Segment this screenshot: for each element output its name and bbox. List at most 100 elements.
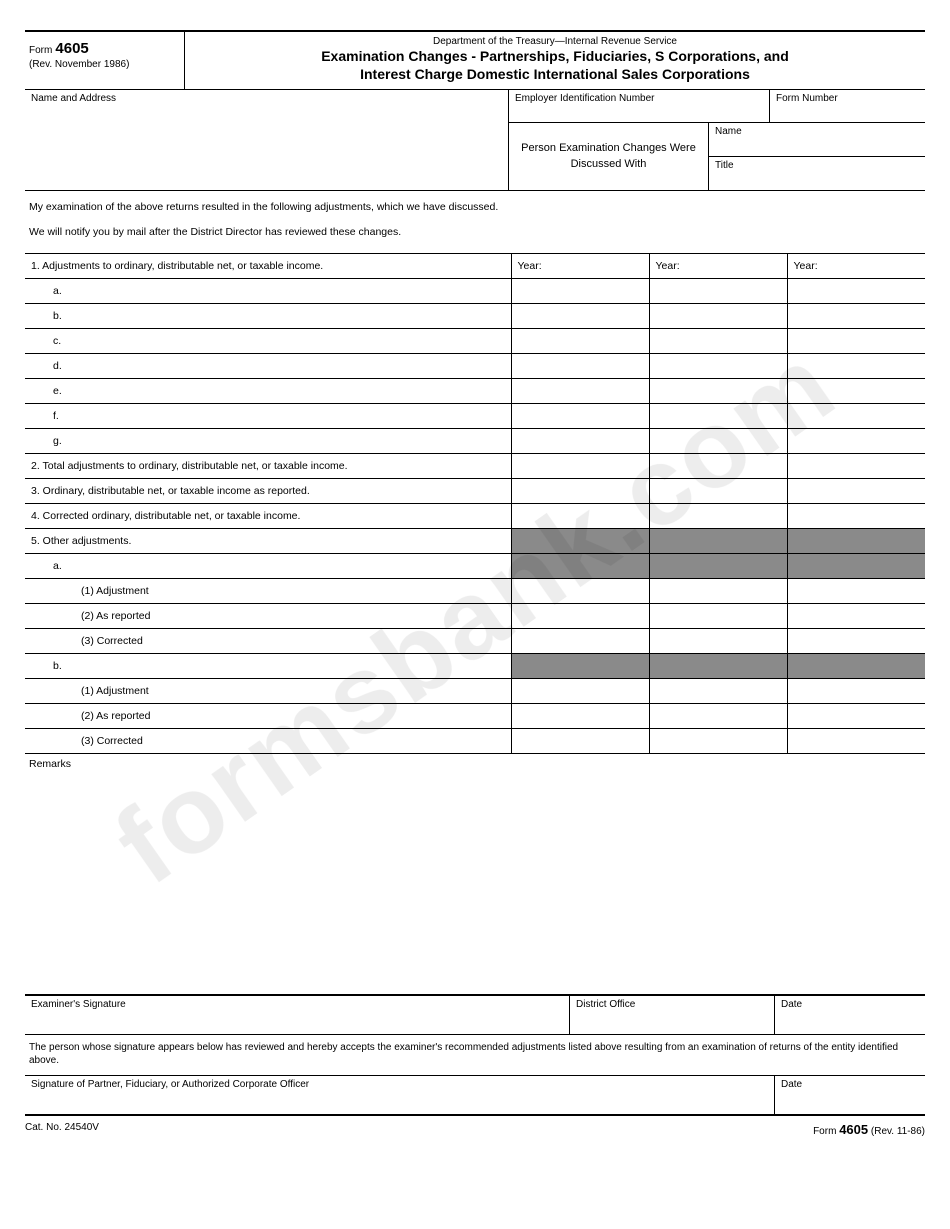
cell[interactable] (649, 429, 787, 454)
cell[interactable] (787, 404, 925, 429)
cell[interactable] (649, 479, 787, 504)
cell[interactable] (511, 329, 649, 354)
examiner-signature-row: Examiner's Signature District Office Dat… (25, 994, 925, 1035)
cell[interactable] (649, 729, 787, 754)
cell[interactable] (511, 679, 649, 704)
year-col-1[interactable]: Year: (511, 254, 649, 279)
cell[interactable] (649, 304, 787, 329)
title-block: Department of the Treasury—Internal Reve… (185, 32, 925, 89)
ein-field[interactable]: Employer Identification Number (509, 90, 770, 122)
cell[interactable] (649, 379, 787, 404)
cell-shaded (787, 654, 925, 679)
cell[interactable] (649, 279, 787, 304)
cell[interactable] (511, 279, 649, 304)
cell[interactable] (787, 504, 925, 529)
row-1a: a. (25, 279, 511, 304)
ein-row: Employer Identification Number Form Numb… (509, 90, 925, 123)
cell[interactable] (649, 504, 787, 529)
cell[interactable] (787, 479, 925, 504)
adjustments-table: 1. Adjustments to ordinary, distributabl… (25, 254, 925, 755)
cell[interactable] (649, 354, 787, 379)
cell[interactable] (511, 379, 649, 404)
date-field-2[interactable]: Date (775, 1076, 925, 1114)
form-word: Form (29, 45, 52, 56)
row-5a: a. (25, 554, 511, 579)
name-address-field[interactable]: Name and Address (25, 90, 509, 190)
cell[interactable] (511, 504, 649, 529)
remarks-area[interactable]: Remarks (25, 754, 925, 994)
cell[interactable] (787, 579, 925, 604)
cell[interactable] (787, 304, 925, 329)
cell-shaded (511, 554, 649, 579)
person-title-field[interactable]: Title (709, 157, 925, 190)
cell[interactable] (649, 679, 787, 704)
form-number-field[interactable]: Form Number (770, 90, 925, 122)
cell[interactable] (511, 629, 649, 654)
cell[interactable] (511, 354, 649, 379)
cell[interactable] (649, 704, 787, 729)
row-5a-3: (3) Corrected (25, 629, 511, 654)
cell-shaded (649, 529, 787, 554)
cell[interactable] (787, 454, 925, 479)
footer-form: Form 4605 (Rev. 11-86) (813, 1122, 925, 1137)
person-discussed-right: Name Title (709, 123, 925, 190)
cell[interactable] (511, 579, 649, 604)
cell[interactable] (511, 704, 649, 729)
identification-row: Name and Address Employer Identification… (25, 90, 925, 191)
table-row: b. (25, 654, 925, 679)
cell[interactable] (787, 279, 925, 304)
cell[interactable] (511, 404, 649, 429)
examiner-signature-field[interactable]: Examiner's Signature (25, 996, 570, 1034)
cell[interactable] (511, 304, 649, 329)
person-name-field[interactable]: Name (709, 123, 925, 157)
cell[interactable] (511, 429, 649, 454)
table-row: (1) Adjustment (25, 679, 925, 704)
table-row: f. (25, 404, 925, 429)
district-office-field[interactable]: District Office (570, 996, 775, 1034)
cell[interactable] (649, 579, 787, 604)
cell-shaded (649, 554, 787, 579)
cell[interactable] (649, 454, 787, 479)
date-field-1[interactable]: Date (775, 996, 925, 1034)
officer-signature-field[interactable]: Signature of Partner, Fiduciary, or Auth… (25, 1076, 775, 1114)
title-line-2: Interest Charge Domestic International S… (193, 65, 917, 83)
row-1-header: 1. Adjustments to ordinary, distributabl… (25, 254, 925, 279)
table-row: 4. Corrected ordinary, distributable net… (25, 504, 925, 529)
cell-shaded (511, 654, 649, 679)
year-col-3[interactable]: Year: (787, 254, 925, 279)
table-row: c. (25, 329, 925, 354)
cell[interactable] (787, 429, 925, 454)
cell[interactable] (649, 604, 787, 629)
cell-shaded (787, 529, 925, 554)
cell[interactable] (787, 679, 925, 704)
cell[interactable] (649, 629, 787, 654)
form-number-block: Form 4605 (Rev. November 1986) (25, 32, 185, 89)
row-1b: b. (25, 304, 511, 329)
cell[interactable] (787, 729, 925, 754)
row-4: 4. Corrected ordinary, distributable net… (25, 504, 511, 529)
table-row: (1) Adjustment (25, 579, 925, 604)
cell[interactable] (649, 329, 787, 354)
cell[interactable] (787, 629, 925, 654)
cell[interactable] (787, 604, 925, 629)
table-row: d. (25, 354, 925, 379)
cell[interactable] (787, 329, 925, 354)
cell[interactable] (511, 604, 649, 629)
catalog-number: Cat. No. 24540V (25, 1122, 99, 1137)
table-row: a. (25, 554, 925, 579)
footer-row: Cat. No. 24540V Form 4605 (Rev. 11-86) (25, 1116, 925, 1137)
cell[interactable] (787, 704, 925, 729)
footer-rev: (Rev. 11-86) (871, 1126, 925, 1137)
cell[interactable] (787, 354, 925, 379)
cell[interactable] (787, 379, 925, 404)
table-row: a. (25, 279, 925, 304)
cell[interactable] (511, 729, 649, 754)
cell[interactable] (511, 454, 649, 479)
row-5b: b. (25, 654, 511, 679)
cell[interactable] (511, 479, 649, 504)
row-5a-2: (2) As reported (25, 604, 511, 629)
year-col-2[interactable]: Year: (649, 254, 787, 279)
table-row: e. (25, 379, 925, 404)
cell[interactable] (649, 404, 787, 429)
row-1d: d. (25, 354, 511, 379)
